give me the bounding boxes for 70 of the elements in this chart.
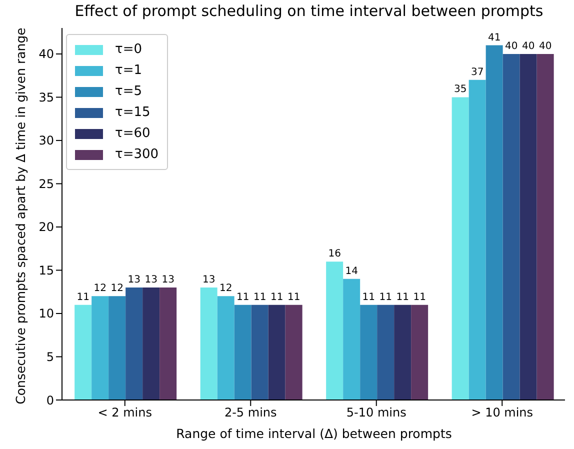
data-label: 11 <box>253 292 266 303</box>
data-label: 16 <box>328 248 341 260</box>
bar <box>326 262 344 400</box>
legend-label: τ=1 <box>115 63 142 78</box>
data-label: 12 <box>219 283 232 294</box>
chart-title: Effect of prompt scheduling on time interval between prompts <box>74 2 544 20</box>
data-label: 35 <box>454 84 467 96</box>
data-label: 13 <box>128 274 140 286</box>
y-tick-label: 25 <box>38 176 54 191</box>
x-tick-label: < 2 mins <box>98 406 152 420</box>
legend-label: τ=5 <box>115 84 142 99</box>
data-label: 11 <box>362 292 375 303</box>
data-label: 13 <box>144 274 158 286</box>
bar <box>411 304 428 400</box>
data-label: 12 <box>94 283 106 294</box>
x-tick-label: 5-10 mins <box>346 406 406 420</box>
bar <box>343 278 360 400</box>
data-label: 11 <box>396 292 409 303</box>
data-label: 11 <box>287 292 300 303</box>
legend-label: τ=0 <box>115 42 142 57</box>
data-label: 40 <box>522 40 535 52</box>
bar <box>452 97 469 400</box>
bar <box>74 304 92 400</box>
bar <box>108 296 126 400</box>
y-tick-label: 15 <box>38 263 54 278</box>
bar <box>520 54 537 400</box>
legend-label: τ=60 <box>115 126 150 141</box>
bar <box>268 304 286 400</box>
bar <box>142 288 160 400</box>
bar <box>160 288 177 400</box>
data-label: 11 <box>379 292 392 303</box>
y-tick-label: 40 <box>38 47 54 62</box>
data-label: 13 <box>202 274 216 286</box>
bar <box>468 80 486 400</box>
bar <box>377 304 394 400</box>
data-label: 40 <box>538 40 552 52</box>
data-label: 37 <box>470 66 484 78</box>
bar <box>394 304 412 400</box>
bar <box>536 54 554 400</box>
legend-label: τ=15 <box>115 105 150 120</box>
data-label: 11 <box>270 292 284 303</box>
x-axis-title: Range of time interval (Δ) between prompts <box>175 426 453 441</box>
y-tick-label: 30 <box>38 134 54 148</box>
x-tick-label: 2-5 mins <box>224 406 277 420</box>
bar <box>486 45 503 400</box>
y-tick-label: 10 <box>38 306 54 321</box>
bar <box>217 296 234 400</box>
data-label: 14 <box>345 266 358 277</box>
data-label: 13 <box>162 274 174 286</box>
y-tick-label: 5 <box>46 350 54 364</box>
data-label: 11 <box>236 292 250 303</box>
y-tick-label: 0 <box>46 393 54 408</box>
legend-label: τ=300 <box>115 147 159 162</box>
x-tick-label: > 10 mins <box>471 406 534 420</box>
data-label: 41 <box>488 32 501 44</box>
data-label: 11 <box>413 292 426 303</box>
bar <box>92 296 109 400</box>
y-tick-label: 20 <box>38 220 54 234</box>
bar <box>285 304 302 400</box>
bar <box>200 288 218 400</box>
bar <box>502 54 520 400</box>
bar <box>251 304 268 400</box>
y-tick-label: 35 <box>38 90 54 104</box>
data-label: 12 <box>110 283 124 294</box>
y-axis-title: Consecutive prompts spaced apart by Δ time in given range <box>13 26 29 406</box>
bar <box>360 304 378 400</box>
data-label: 40 <box>504 40 518 52</box>
data-label: 11 <box>76 292 90 303</box>
bar <box>126 288 143 400</box>
bar <box>234 304 252 400</box>
